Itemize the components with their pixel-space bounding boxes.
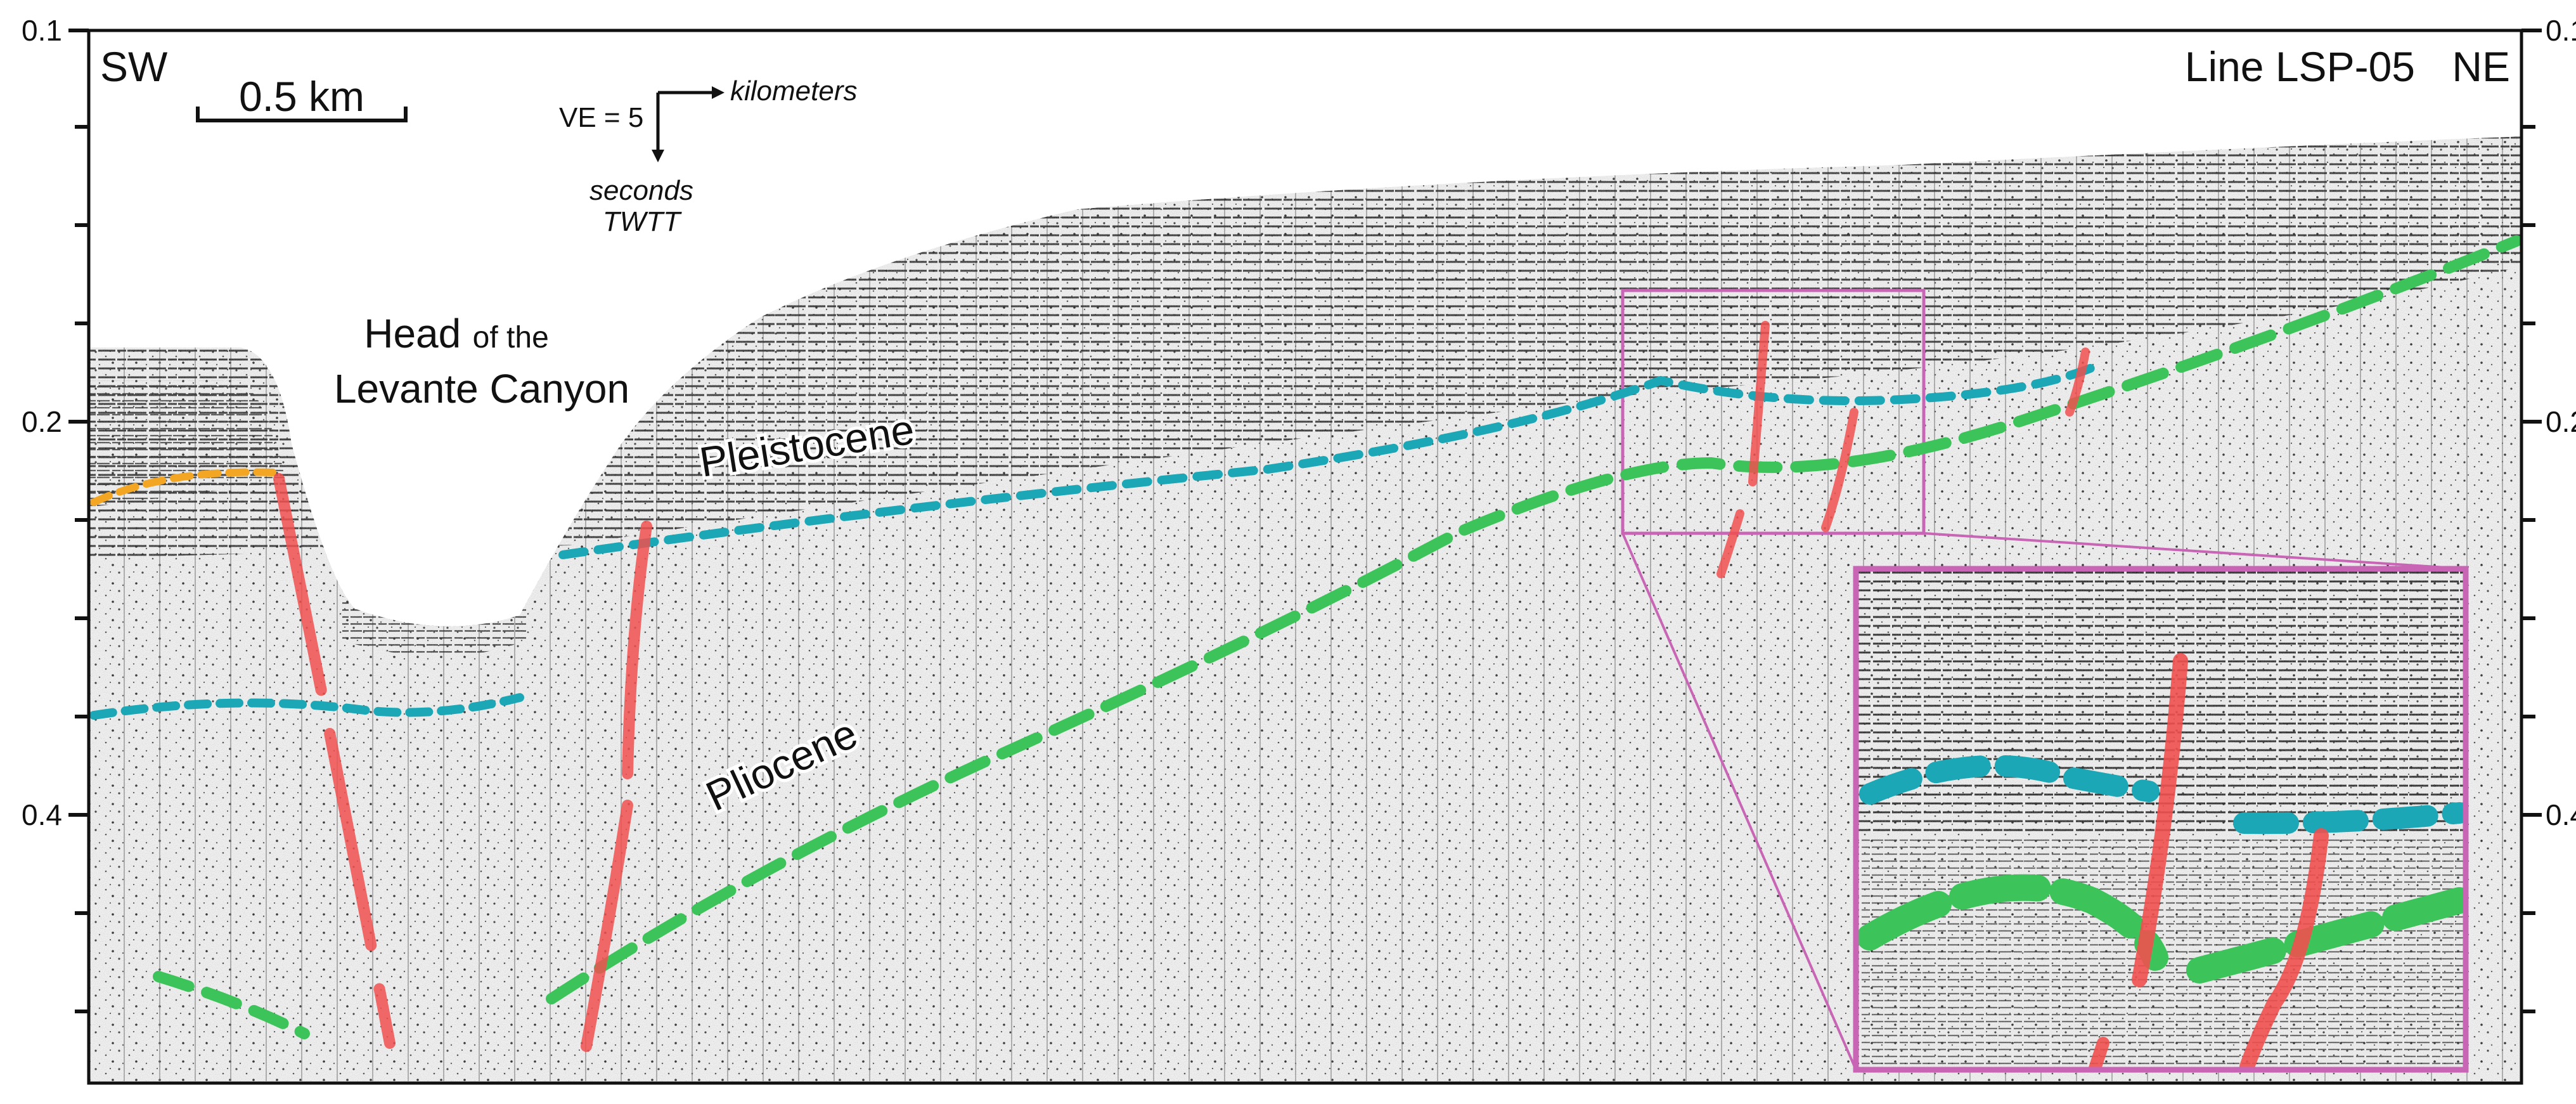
scale-bar: [196, 107, 408, 122]
vertical-unit-label-1: seconds: [589, 175, 693, 206]
ve-axes-arrows: [652, 86, 724, 162]
left-tick-0-4: 0.4: [22, 798, 62, 831]
scale-bar-label: 0.5 km: [239, 73, 364, 120]
canyon-label-head: Head: [364, 311, 461, 356]
fault-1: [273, 473, 396, 1049]
inset-fault-left: [2132, 653, 2188, 987]
right-tick-0-2: 0.2: [2546, 405, 2576, 438]
inset-connector-bottom: [1621, 533, 1857, 1070]
fault-2: [581, 521, 652, 1052]
inset-panel: [1853, 566, 2469, 1073]
canyon-rim-horizon: [90, 468, 276, 506]
line-name: Line LSP-05: [2185, 43, 2415, 90]
left-tick-0-2: 0.2: [22, 405, 62, 438]
direction-ne: NE: [2452, 43, 2510, 90]
inset-frame: [1853, 566, 2469, 1073]
pleistocene-base-horizon-left: [89, 693, 524, 720]
direction-sw: SW: [100, 43, 168, 90]
pliocene-horizon-main: [546, 235, 2522, 1004]
interpretation-lines: [89, 235, 2522, 1052]
canyon-label-of-the: of the: [473, 321, 549, 354]
fault-4: [1821, 408, 1858, 532]
inset-fault-right: [2239, 828, 2329, 1070]
right-tick-0-1: 0.1: [2546, 14, 2576, 47]
fault-3: [1716, 321, 1770, 578]
figure-frame: [87, 29, 2523, 1085]
inset-pliocene-horizon: [1857, 874, 2466, 984]
right-axis: [2521, 29, 2542, 1013]
left-axis: [68, 29, 89, 1013]
right-tick-0-4: 0.4: [2546, 798, 2576, 831]
ve-label: VE = 5: [559, 102, 643, 133]
inset-pleistocene-horizon: [1859, 755, 2466, 834]
inset-source-box: [1621, 289, 1926, 535]
canyon-label-line1: Head of the: [364, 311, 549, 356]
pleistocene-base-horizon-right: [558, 363, 2096, 559]
pliocene-horizon-left: [153, 971, 310, 1039]
inset-connector-top: [1923, 532, 2466, 570]
horizontal-unit-label: kilometers: [730, 75, 858, 107]
left-tick-0-1: 0.1: [22, 14, 62, 47]
fault-5: [2065, 347, 2090, 417]
vertical-unit-label-2: TWTT: [603, 206, 682, 237]
canyon-label-line2: Levante Canyon: [334, 366, 629, 412]
